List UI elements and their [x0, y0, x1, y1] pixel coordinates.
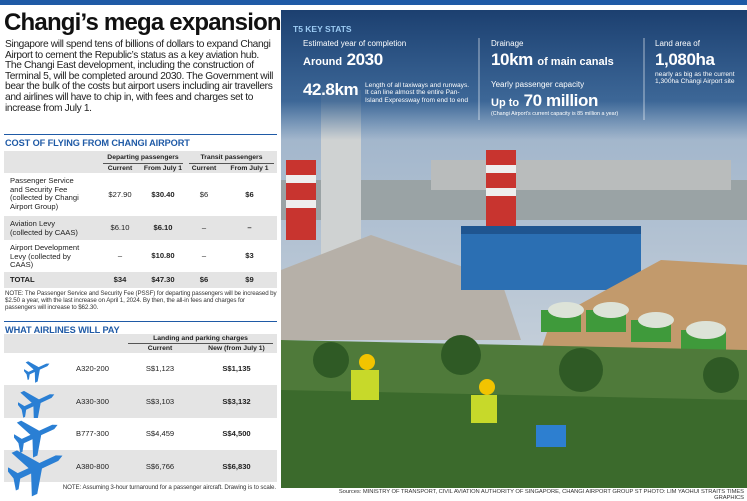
plane — [8, 449, 63, 496]
sources: Sources: MINISTRY OF TRANSPORT, CIVIL AV… — [338, 489, 744, 501]
stat: Around 2030 — [303, 50, 383, 70]
stat-label: Drainage — [491, 39, 524, 48]
stat-text: Length of all taxiways and runways. It c… — [365, 82, 470, 104]
aircraft: A320-200 — [76, 364, 109, 373]
row-label: Aviation Levy (collected by CAAS) — [10, 219, 78, 237]
stat-value: 2030 — [346, 50, 384, 69]
column-header: Current — [191, 165, 217, 172]
row-label: TOTAL — [10, 275, 35, 284]
cell: – — [201, 251, 207, 260]
cell: $34 — [113, 275, 127, 284]
cell: $9 — [245, 275, 254, 284]
cell: S$6,766 — [145, 461, 175, 471]
row-label: Airport Development Levy (collected by C… — [10, 243, 80, 270]
cost-table: Departing passengers Transit passengers Cu… — [4, 151, 277, 288]
rule — [4, 321, 277, 322]
cell: – — [201, 223, 207, 232]
cell: S$3,103 — [145, 396, 175, 406]
intro: Singapore will spend tens of billions of… — [5, 39, 274, 114]
cell: $6 — [199, 189, 209, 199]
cell: S$1,123 — [145, 364, 175, 373]
section-heading: WHAT AIRLINES WILL PAY — [5, 325, 120, 335]
airlines-table: Landing and parking charges Current New (f… — [4, 334, 277, 496]
aircraft: A380-800 — [76, 461, 109, 471]
column-header: Current — [147, 345, 173, 352]
column-header: From July 1 — [143, 165, 183, 172]
cost-note: NOTE: The Passenger Service and Security… — [5, 290, 277, 311]
stat-value: 1,080ha — [655, 50, 715, 69]
cell: $10.80 — [151, 251, 175, 260]
top-bar — [0, 0, 747, 5]
cell: $30.40 — [151, 189, 175, 199]
plane-icon — [14, 420, 58, 458]
rule — [128, 343, 273, 344]
row-bg — [4, 418, 277, 450]
stat-label: Yearly passenger capacity — [491, 80, 585, 89]
airlines-note: NOTE: Assuming 3-hour turnaround for a p… — [62, 484, 276, 491]
aircraft: B777-300 — [76, 429, 109, 438]
cell: $6 — [199, 275, 209, 284]
cell: S$6,830 — [222, 461, 251, 471]
column-header: New (from July 1) — [208, 345, 265, 352]
stat-text: nearly as big as the current 1,300ha Cha… — [655, 71, 735, 86]
cell: – — [247, 223, 252, 232]
row-bg — [4, 353, 277, 385]
plane-icon — [24, 361, 50, 383]
rule — [103, 163, 183, 164]
column-header: From July 1 — [230, 165, 269, 172]
plane-icon — [8, 449, 63, 496]
site-photo — [281, 10, 747, 488]
stat-label: Land area of — [655, 39, 700, 48]
group-header: Departing passengers — [107, 154, 179, 161]
stat-prefix: Around — [303, 56, 343, 68]
stat: Up to 70 million — [491, 91, 598, 111]
group-header: Transit passengers — [200, 154, 263, 161]
stats-panel: T5 KEY STATS Estimated year of completio… — [281, 10, 747, 140]
cell: $47.30 — [151, 275, 175, 284]
stat-value: 70 million — [523, 91, 599, 110]
column-header: Current — [107, 165, 133, 172]
aircraft: A330-300 — [76, 396, 109, 406]
rule — [4, 134, 277, 135]
row-bg — [4, 173, 277, 216]
stat-label: Estimated year of completion — [303, 39, 407, 48]
cell: $3 — [245, 251, 254, 260]
cell: S$1,135 — [222, 364, 251, 373]
plane — [14, 420, 58, 458]
cell: $27.90 — [108, 189, 132, 199]
stat-value: 42.8km — [303, 80, 359, 99]
plane — [18, 390, 55, 422]
stats-heading: T5 KEY STATS — [293, 24, 352, 34]
stat-value: 10km — [491, 50, 533, 69]
title: Changi’s mega expansion — [4, 9, 282, 36]
row-bg — [4, 240, 277, 272]
cell: – — [117, 251, 123, 260]
section-heading: COST OF FLYING FROM CHANGI AIRPORT — [5, 138, 190, 148]
cell: S$3,132 — [222, 396, 251, 406]
stat-suffix: of main canals — [537, 56, 614, 68]
cell: S$4,500 — [222, 429, 251, 438]
cell: $6.10 — [110, 223, 130, 232]
stat-note: (Changi Airport’s current capacity is 85… — [491, 111, 619, 117]
plane-icon — [18, 390, 55, 422]
stat-prefix: Up to — [491, 97, 520, 109]
rule — [189, 163, 274, 164]
group-header: Landing and parking charges — [153, 335, 248, 342]
cell: S$4,459 — [145, 429, 175, 438]
cell: $6.10 — [153, 223, 173, 232]
stat: 10km of main canals — [491, 50, 614, 70]
plane — [24, 361, 50, 383]
cell: $6 — [245, 189, 254, 199]
row-label: Passenger Service and Security Fee (coll… — [10, 176, 79, 211]
